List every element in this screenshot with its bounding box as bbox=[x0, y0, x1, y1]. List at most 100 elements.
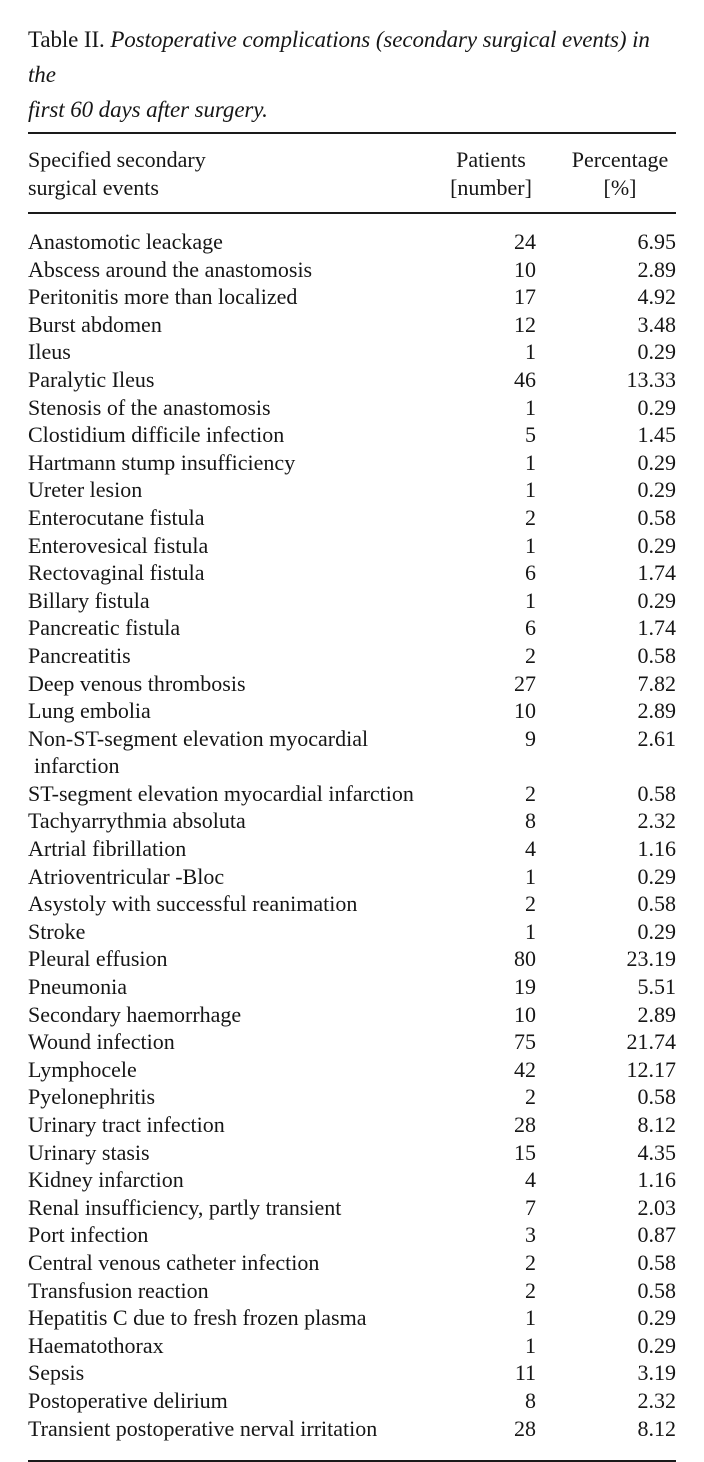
percentage-cell: 23.19 bbox=[626, 946, 677, 972]
column-header-patients: Patients [number] bbox=[416, 146, 536, 202]
patients-count-cell: 80 bbox=[514, 946, 536, 972]
table-row: Stroke 1 0.29 bbox=[28, 918, 676, 946]
table-row: Stenosis of the anastomosis 1 0.29 bbox=[28, 394, 676, 422]
table-row: Non-ST-segment elevation myocardial infa… bbox=[28, 725, 676, 780]
event-name-cell: ST-segment elevation myocardial infarcti… bbox=[28, 780, 416, 808]
table-row: Pyelonephritis 2 0.58 bbox=[28, 1083, 676, 1111]
patients-count-cell: 3 bbox=[525, 1222, 536, 1248]
table-row: Urinary stasis 15 4.35 bbox=[28, 1139, 676, 1167]
percentage-cell: 1.45 bbox=[637, 422, 677, 448]
percentage-cell: 0.29 bbox=[637, 339, 677, 365]
event-name-line1: Pancreatitis bbox=[28, 642, 131, 668]
table-row: Rectovaginal fistula 6 1.74 bbox=[28, 559, 676, 587]
table-row: Artrial fibrillation 4 1.16 bbox=[28, 835, 676, 863]
table-row: Atrioventricular -Bloc 1 0.29 bbox=[28, 863, 676, 891]
event-name-line1: Postoperative delirium bbox=[28, 1387, 228, 1413]
table-row: Lymphocele 42 12.17 bbox=[28, 1056, 676, 1084]
percentage-cell: 13.33 bbox=[626, 366, 677, 392]
patients-count-cell: 2 bbox=[525, 891, 536, 917]
patients-count-cell: 1 bbox=[525, 532, 536, 558]
column-header-events: Specified secondary surgical events bbox=[28, 146, 416, 202]
column-header-percentage-line2: [%] bbox=[603, 175, 637, 200]
patients-count-cell: 1 bbox=[525, 449, 536, 475]
event-name-cell: Kidney infarction bbox=[28, 1166, 416, 1194]
event-name-cell: Pleural effusion bbox=[28, 945, 416, 973]
percentage-cell: 1.16 bbox=[637, 1167, 677, 1193]
table-rule-header-bottom bbox=[28, 212, 676, 214]
event-name-line1: Tachyarrythmia absoluta bbox=[28, 808, 246, 834]
percentage-cell: 0.58 bbox=[637, 1084, 677, 1110]
event-name-line1: Abscess around the anastomosis bbox=[28, 256, 313, 282]
table-row: Lung embolia 10 2.89 bbox=[28, 697, 676, 725]
event-name-line1: Lymphocele bbox=[28, 1056, 137, 1082]
event-name-line1: Peritonitis more than localized bbox=[28, 284, 298, 310]
event-name-line1: Anastomotic leackage bbox=[28, 229, 223, 254]
event-name-cell: Postoperative delirium bbox=[28, 1387, 416, 1415]
patients-count-cell: 6 bbox=[525, 560, 536, 586]
event-name-cell: Wound infection bbox=[28, 1028, 416, 1056]
table-row: Deep venous thrombosis 27 7.82 bbox=[28, 670, 676, 698]
table-row: Paralytic Ileus 46 13.33 bbox=[28, 366, 676, 394]
event-name-line1: Enterocutane fistula bbox=[28, 504, 205, 530]
event-name-cell: Enterocutane fistula bbox=[28, 504, 416, 532]
percentage-cell: 0.29 bbox=[637, 449, 677, 475]
patients-count-cell: 10 bbox=[514, 256, 536, 282]
patients-count-cell: 1 bbox=[525, 477, 536, 503]
event-name-cell: Haematothorax bbox=[28, 1332, 416, 1360]
event-name-line1: Non-ST-segment elevation myocardial bbox=[28, 725, 369, 751]
event-name-line1: Clostidium difficile infection bbox=[28, 422, 285, 448]
event-name-cell: Hartmann stump insufficiency bbox=[28, 449, 416, 477]
event-name-line1: Pneumonia bbox=[28, 974, 127, 1000]
percentage-cell: 2.89 bbox=[637, 256, 677, 282]
percentage-cell: 0.58 bbox=[637, 504, 677, 530]
table-row: Pancreatitis 2 0.58 bbox=[28, 642, 676, 670]
event-name-line1: Paralytic Ileus bbox=[28, 366, 155, 392]
percentage-cell: 12.17 bbox=[626, 1056, 677, 1082]
percentage-cell: 0.29 bbox=[637, 918, 677, 944]
percentage-cell: 1.16 bbox=[637, 836, 677, 862]
table-row: Renal insufficiency, partly transient 7 … bbox=[28, 1194, 676, 1222]
event-name-line1: Renal insufficiency, partly transient bbox=[28, 1194, 342, 1220]
patients-count-cell: 2 bbox=[525, 642, 536, 668]
percentage-cell: 3.19 bbox=[637, 1360, 677, 1386]
table-body-wrap: Anastomotic leackage 24 6.95 Abscess aro… bbox=[28, 214, 676, 1460]
event-name-line1: Urinary tract infection bbox=[28, 1112, 225, 1137]
table-rule-top bbox=[28, 132, 676, 134]
event-name-cell: Pancreatic fistula bbox=[28, 614, 416, 642]
table-row: Transient postoperative nerval irritatio… bbox=[28, 1415, 676, 1443]
event-name-line1: Kidney infarction bbox=[28, 1167, 184, 1193]
patients-count-cell: 9 bbox=[525, 725, 536, 751]
patients-count-cell: 1 bbox=[525, 1332, 536, 1358]
table-header-row: Specified secondary surgical events Pati… bbox=[28, 134, 676, 212]
patients-count-cell: 2 bbox=[525, 1277, 536, 1303]
table-row: Pancreatic fistula 6 1.74 bbox=[28, 614, 676, 642]
patients-count-cell: 7 bbox=[525, 1194, 536, 1220]
event-name-cell: Transient postoperative nerval irritatio… bbox=[28, 1415, 416, 1443]
event-name-cell: Clostidium difficile infection bbox=[28, 421, 416, 449]
event-name-line1: Stroke bbox=[28, 918, 86, 944]
column-header-percentage: Percentage [%] bbox=[536, 146, 676, 202]
percentage-cell: 2.32 bbox=[637, 1387, 677, 1413]
event-name-line1: Artrial fibrillation bbox=[28, 836, 187, 862]
event-name-cell: Central venous catheter infection bbox=[28, 1249, 416, 1277]
patients-count-cell: 46 bbox=[514, 366, 536, 392]
table-row: Postoperative delirium 8 2.32 bbox=[28, 1387, 676, 1415]
event-name-cell: Tachyarrythmia absoluta bbox=[28, 807, 416, 835]
percentage-cell: 2.32 bbox=[637, 808, 677, 834]
column-header-percentage-line1: Percentage bbox=[571, 147, 669, 172]
percentage-cell: 0.58 bbox=[637, 1249, 677, 1275]
patients-count-cell: 11 bbox=[514, 1360, 536, 1386]
event-name-line2: infarction bbox=[34, 753, 120, 779]
event-name-line1: ST-segment elevation myocardial infarcti… bbox=[28, 780, 414, 806]
event-name-cell: Rectovaginal fistula bbox=[28, 559, 416, 587]
patients-count-cell: 15 bbox=[514, 1139, 536, 1165]
event-name-cell: Stenosis of the anastomosis bbox=[28, 394, 416, 422]
patients-count-cell: 4 bbox=[525, 1167, 536, 1193]
event-name-cell: Deep venous thrombosis bbox=[28, 670, 416, 698]
event-name-line1: Enterovesical fistula bbox=[28, 532, 209, 558]
patients-count-cell: 1 bbox=[525, 339, 536, 365]
event-name-line1: Sepsis bbox=[28, 1360, 85, 1386]
event-name-line1: Atrioventricular -Bloc bbox=[28, 863, 225, 889]
percentage-cell: 3.48 bbox=[637, 311, 677, 337]
table-caption-line2: first 60 days after surgery. bbox=[28, 97, 268, 122]
